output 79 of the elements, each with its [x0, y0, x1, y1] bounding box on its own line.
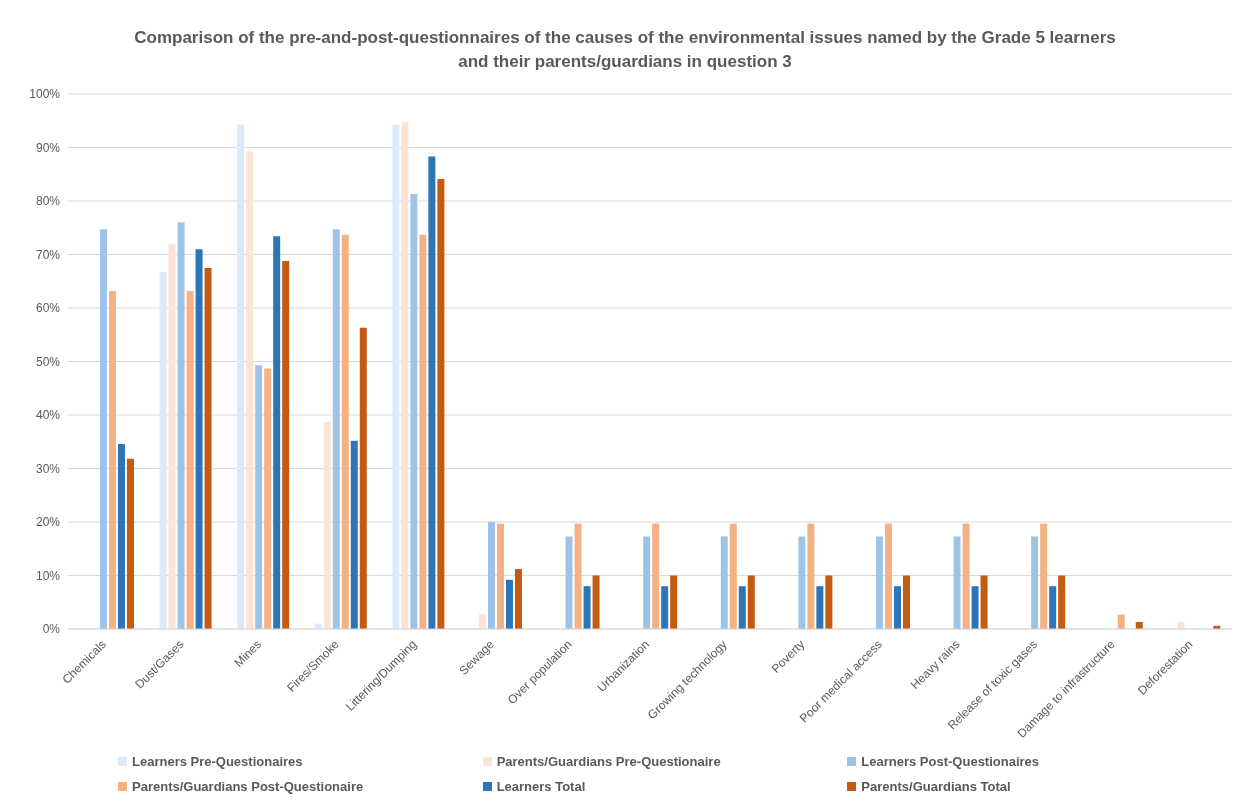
bar — [255, 365, 263, 629]
bar — [971, 586, 979, 629]
bar — [902, 575, 910, 629]
y-tick-label: 90% — [35, 140, 61, 155]
bar — [505, 579, 513, 629]
legend-label: Parents/Guardians Total — [861, 779, 1011, 794]
bar — [108, 290, 116, 629]
bar — [419, 234, 427, 629]
bar — [807, 523, 815, 629]
bar — [159, 272, 167, 629]
bar — [514, 569, 522, 629]
legend-label: Parents/Guardians Post-Questionaire — [132, 779, 364, 794]
legend-label: Learners Post-Questionaires — [861, 754, 1040, 769]
bar — [1040, 523, 1048, 629]
bar — [487, 522, 495, 629]
bar — [798, 536, 806, 629]
y-tick-label: 10% — [35, 568, 61, 583]
bar — [592, 575, 600, 629]
y-tick-label: 40% — [35, 408, 61, 423]
bar — [117, 443, 125, 629]
bar — [264, 368, 272, 629]
bar — [884, 523, 892, 629]
y-tick-label: 70% — [35, 247, 61, 262]
bar — [273, 236, 281, 629]
bar — [1049, 586, 1057, 629]
bar — [574, 523, 582, 629]
y-tick-label: 20% — [35, 515, 61, 530]
bar — [186, 290, 194, 629]
legend-label: Learners Pre-Questionaires — [132, 754, 303, 769]
bar — [341, 234, 349, 629]
y-tick-label: 0% — [42, 622, 61, 637]
bar — [282, 260, 290, 629]
y-tick-label: 30% — [35, 461, 61, 476]
bar — [1031, 536, 1039, 629]
bar — [875, 536, 883, 629]
bar — [893, 586, 901, 629]
y-tick-label: 50% — [35, 354, 61, 369]
bar — [99, 229, 107, 629]
bar — [720, 536, 728, 629]
bar — [652, 523, 660, 629]
bar — [195, 249, 203, 629]
bar — [670, 575, 678, 629]
bar — [168, 243, 176, 629]
bar — [565, 536, 573, 629]
bar — [437, 179, 445, 629]
bar — [392, 124, 400, 629]
bar — [583, 586, 591, 629]
y-tick-label: 80% — [35, 194, 61, 209]
legend-label: Learners Total — [496, 779, 586, 794]
bar — [237, 124, 245, 629]
bar — [478, 614, 486, 629]
bar — [126, 458, 134, 629]
bar — [962, 523, 970, 629]
legend-label: Parents/Guardians Pre-Questionaire — [496, 754, 721, 769]
bar — [953, 536, 961, 629]
bar — [401, 122, 409, 629]
bar — [204, 267, 212, 629]
bar — [359, 327, 367, 629]
bar — [816, 586, 824, 629]
chart-title: Comparison of the pre-and-post-questionnaires of the causes of the environmental issues named by the Grade 5 learners and their parents/guardians in question 3 — [133, 27, 1117, 73]
bar — [1058, 575, 1066, 629]
bar — [1117, 614, 1125, 629]
bar — [177, 222, 185, 629]
bar — [332, 229, 340, 629]
bar — [246, 151, 254, 629]
bar — [410, 194, 418, 629]
bar — [980, 575, 988, 629]
bar — [350, 440, 358, 629]
y-tick-label: 100% — [29, 87, 61, 102]
bar — [661, 586, 669, 629]
bar — [747, 575, 755, 629]
bar — [643, 536, 651, 629]
bar — [825, 575, 833, 629]
bar — [738, 586, 746, 629]
bar — [729, 523, 737, 629]
bar — [496, 523, 504, 629]
bar — [323, 421, 331, 629]
y-tick-label: 60% — [35, 301, 61, 316]
bar — [428, 156, 436, 629]
